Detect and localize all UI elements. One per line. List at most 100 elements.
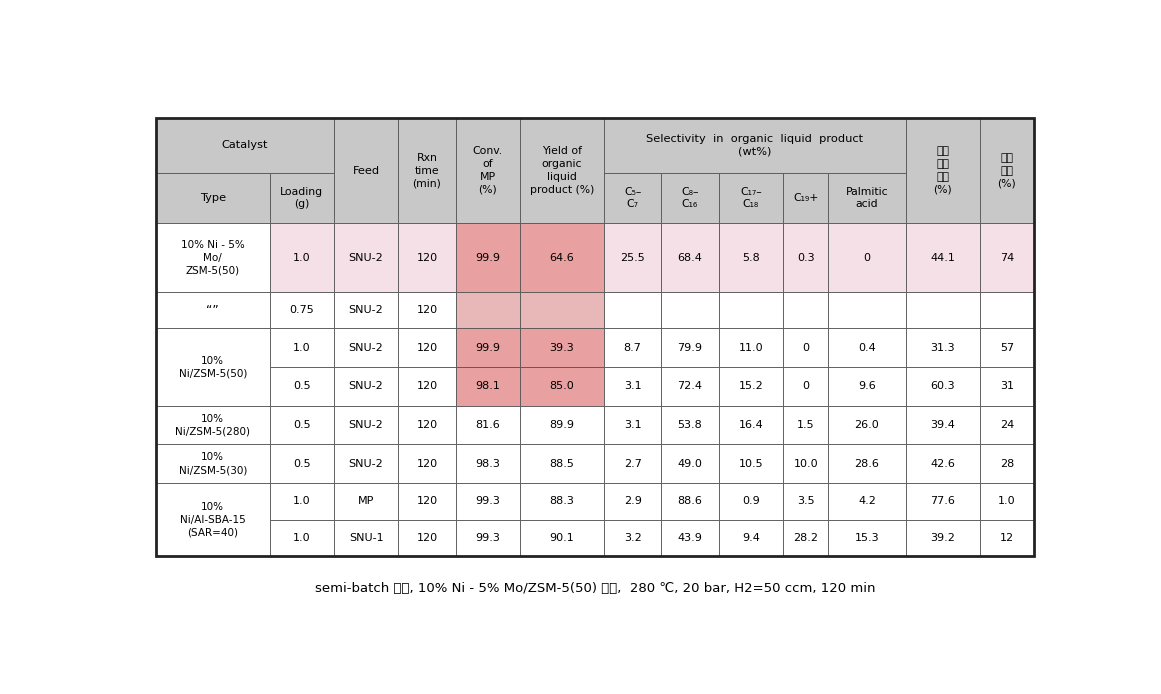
Text: SNU-2: SNU-2 bbox=[348, 305, 383, 315]
Text: 1.0: 1.0 bbox=[998, 496, 1016, 507]
Bar bbox=[455, 444, 520, 483]
Bar bbox=[334, 520, 398, 556]
Text: 85.0: 85.0 bbox=[549, 382, 575, 391]
Bar bbox=[829, 173, 906, 223]
Text: 15.3: 15.3 bbox=[854, 533, 879, 543]
Text: C₁₇–
C₁₈: C₁₇– C₁₈ bbox=[740, 187, 762, 210]
Text: 43.9: 43.9 bbox=[678, 533, 702, 543]
Bar bbox=[662, 483, 719, 520]
Bar bbox=[906, 520, 980, 556]
Bar bbox=[398, 328, 455, 367]
Text: 39.2: 39.2 bbox=[930, 533, 956, 543]
Text: 120: 120 bbox=[417, 343, 438, 353]
Text: Type: Type bbox=[200, 193, 226, 203]
Bar bbox=[829, 367, 906, 406]
Bar bbox=[604, 292, 662, 328]
Bar bbox=[783, 406, 829, 444]
Text: 10%
Ni/ZSM-5(280): 10% Ni/ZSM-5(280) bbox=[175, 414, 251, 437]
Bar bbox=[604, 520, 662, 556]
Text: 11.0: 11.0 bbox=[738, 343, 763, 353]
Text: 74: 74 bbox=[1000, 253, 1014, 262]
Bar bbox=[783, 292, 829, 328]
Text: 44.1: 44.1 bbox=[930, 253, 956, 262]
Bar bbox=[662, 406, 719, 444]
Text: 79.9: 79.9 bbox=[678, 343, 702, 353]
Bar bbox=[156, 173, 269, 223]
Bar bbox=[269, 444, 334, 483]
Text: 4.2: 4.2 bbox=[858, 496, 875, 507]
Bar bbox=[520, 406, 604, 444]
Bar bbox=[829, 483, 906, 520]
Bar bbox=[829, 520, 906, 556]
Text: 1.0: 1.0 bbox=[293, 343, 311, 353]
Bar bbox=[604, 223, 662, 292]
Text: Feed: Feed bbox=[353, 166, 380, 176]
Text: 0.3: 0.3 bbox=[796, 253, 815, 262]
Bar bbox=[662, 444, 719, 483]
Text: 28: 28 bbox=[1000, 459, 1014, 469]
Text: 5.8: 5.8 bbox=[742, 253, 759, 262]
Bar bbox=[719, 520, 783, 556]
Bar bbox=[455, 367, 520, 406]
Text: 10%
Ni/Al-SBA-15
(SAR=40): 10% Ni/Al-SBA-15 (SAR=40) bbox=[180, 502, 246, 537]
Text: 2.7: 2.7 bbox=[623, 459, 642, 469]
Bar bbox=[906, 118, 980, 223]
Bar bbox=[156, 292, 269, 328]
Bar bbox=[520, 292, 604, 328]
Text: 120: 120 bbox=[417, 420, 438, 430]
Text: 0: 0 bbox=[864, 253, 871, 262]
Text: 이성
화율
(%): 이성 화율 (%) bbox=[997, 153, 1016, 188]
Bar bbox=[719, 367, 783, 406]
Bar bbox=[520, 367, 604, 406]
Text: 120: 120 bbox=[417, 382, 438, 391]
Bar bbox=[455, 292, 520, 328]
Bar bbox=[783, 444, 829, 483]
Bar bbox=[662, 292, 719, 328]
Bar bbox=[520, 223, 604, 292]
Text: 39.4: 39.4 bbox=[930, 420, 956, 430]
Bar bbox=[334, 118, 398, 223]
Text: 3.1: 3.1 bbox=[623, 420, 641, 430]
Text: 0.5: 0.5 bbox=[293, 382, 311, 391]
Bar bbox=[269, 483, 334, 520]
Bar bbox=[398, 118, 455, 223]
Text: 10.5: 10.5 bbox=[738, 459, 763, 469]
Text: 25.5: 25.5 bbox=[620, 253, 646, 262]
Bar bbox=[906, 223, 980, 292]
Bar bbox=[829, 292, 906, 328]
Text: 24: 24 bbox=[1000, 420, 1014, 430]
Bar bbox=[156, 328, 269, 406]
Bar bbox=[980, 444, 1034, 483]
Text: 3.2: 3.2 bbox=[623, 533, 642, 543]
Bar bbox=[906, 367, 980, 406]
Bar bbox=[156, 483, 269, 556]
Text: 9.6: 9.6 bbox=[858, 382, 875, 391]
Bar bbox=[980, 292, 1034, 328]
Text: 98.1: 98.1 bbox=[475, 382, 500, 391]
Text: Palmitic
acid: Palmitic acid bbox=[845, 187, 888, 210]
Text: 0.5: 0.5 bbox=[293, 459, 311, 469]
Bar bbox=[719, 292, 783, 328]
Bar bbox=[334, 223, 398, 292]
Text: 28.6: 28.6 bbox=[854, 459, 879, 469]
Bar bbox=[520, 328, 604, 367]
Text: 0: 0 bbox=[802, 343, 809, 353]
Bar bbox=[156, 223, 269, 292]
Bar bbox=[906, 328, 980, 367]
Bar bbox=[269, 520, 334, 556]
Bar bbox=[334, 367, 398, 406]
Bar bbox=[269, 292, 334, 328]
Text: 9.4: 9.4 bbox=[742, 533, 759, 543]
Text: 39.3: 39.3 bbox=[549, 343, 575, 353]
Text: C₅–
C₇: C₅– C₇ bbox=[623, 187, 641, 210]
Bar bbox=[719, 483, 783, 520]
Bar bbox=[398, 223, 455, 292]
Bar bbox=[269, 367, 334, 406]
Text: 120: 120 bbox=[417, 253, 438, 262]
Text: SNU-2: SNU-2 bbox=[348, 382, 383, 391]
Bar bbox=[604, 483, 662, 520]
Text: 1.0: 1.0 bbox=[293, 533, 311, 543]
Bar bbox=[455, 483, 520, 520]
Bar bbox=[269, 223, 334, 292]
Bar bbox=[398, 367, 455, 406]
